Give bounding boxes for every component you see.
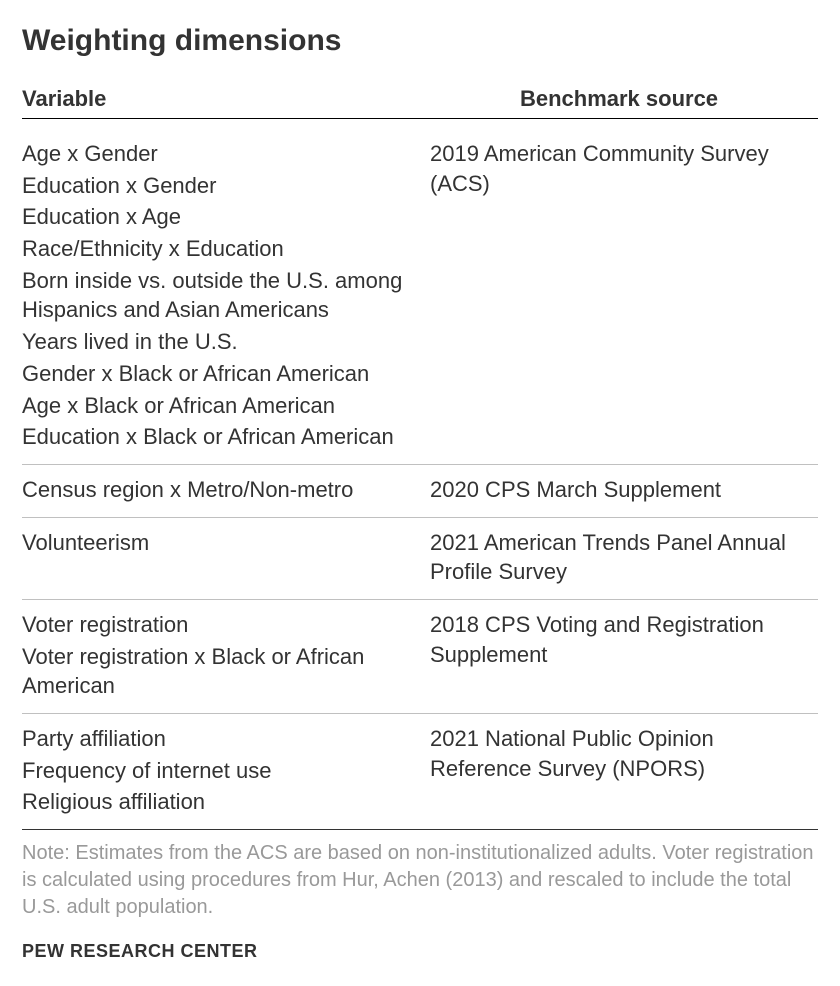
variable-item: Frequency of internet use <box>22 756 410 786</box>
table-group: Age x GenderEducation x GenderEducation … <box>22 129 818 465</box>
variable-list: Volunteerism <box>22 528 420 589</box>
table-group: Voter registrationVoter registration x B… <box>22 600 818 714</box>
benchmark-source: 2020 CPS March Supplement <box>420 475 818 507</box>
table-body: Age x GenderEducation x GenderEducation … <box>22 129 818 830</box>
variable-item: Born inside vs. outside the U.S. among H… <box>22 266 410 325</box>
variable-item: Volunteerism <box>22 528 410 558</box>
benchmark-source: 2019 American Community Survey (ACS) <box>420 139 818 454</box>
benchmark-source-text: 2021 American Trends Panel Annual Profil… <box>430 528 818 587</box>
benchmark-source-text: 2018 CPS Voting and Registration Supplem… <box>430 610 818 669</box>
variable-list: Voter registrationVoter registration x B… <box>22 610 420 703</box>
table-group: Volunteerism 2021 American Trends Panel A… <box>22 518 818 600</box>
benchmark-source: 2021 National Public Opinion Reference S… <box>420 724 818 819</box>
table-header-row: Variable Benchmark source <box>22 86 818 119</box>
variable-item: Education x Black or African American <box>22 422 410 452</box>
column-header-variable: Variable <box>22 86 420 112</box>
benchmark-source-text: 2021 National Public Opinion Reference S… <box>430 724 818 783</box>
variable-item: Education x Gender <box>22 171 410 201</box>
variable-item: Age x Black or African American <box>22 391 410 421</box>
footnote: Note: Estimates from the ACS are based o… <box>22 840 818 921</box>
benchmark-source: 2021 American Trends Panel Annual Profil… <box>420 528 818 589</box>
table-group: Census region x Metro/Non-metro 2020 CPS … <box>22 465 818 518</box>
column-header-benchmark: Benchmark source <box>420 86 818 112</box>
variable-item: Census region x Metro/Non-metro <box>22 475 410 505</box>
weighting-table: Variable Benchmark source Age x GenderEd… <box>22 86 818 830</box>
table-group: Party affiliationFrequency of internet u… <box>22 714 818 830</box>
variable-list: Party affiliationFrequency of internet u… <box>22 724 420 819</box>
benchmark-source-text: 2020 CPS March Supplement <box>430 475 818 505</box>
variable-item: Education x Age <box>22 202 410 232</box>
variable-item: Age x Gender <box>22 139 410 169</box>
benchmark-source-text: 2019 American Community Survey (ACS) <box>430 139 818 198</box>
variable-item: Gender x Black or African American <box>22 359 410 389</box>
variable-list: Census region x Metro/Non-metro <box>22 475 420 507</box>
variable-item: Religious affiliation <box>22 787 410 817</box>
variable-item: Years lived in the U.S. <box>22 327 410 357</box>
attribution: PEW RESEARCH CENTER <box>22 941 818 962</box>
variable-item: Race/Ethnicity x Education <box>22 234 410 264</box>
page-title: Weighting dimensions <box>22 24 818 58</box>
variable-item: Voter registration x Black or African Am… <box>22 642 410 701</box>
variable-item: Party affiliation <box>22 724 410 754</box>
benchmark-source: 2018 CPS Voting and Registration Supplem… <box>420 610 818 703</box>
variable-list: Age x GenderEducation x GenderEducation … <box>22 139 420 454</box>
variable-item: Voter registration <box>22 610 410 640</box>
